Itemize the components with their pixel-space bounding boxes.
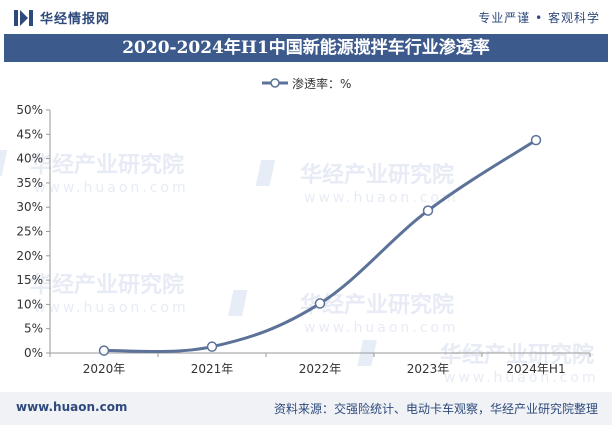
- footer-source: 资料来源：交强险统计、电动卡车观察，华经产业研究院整理: [273, 402, 598, 416]
- y-tick-label: 25%: [16, 225, 43, 239]
- watermark-url: www.huaon.com: [304, 320, 459, 336]
- watermark-text: 华经产业研究院: [300, 292, 454, 318]
- data-point: [422, 205, 434, 216]
- x-tick-label: 2022年: [299, 362, 342, 376]
- y-tick-label: 50%: [16, 103, 43, 117]
- watermark-url: www.huaon.com: [34, 300, 189, 316]
- y-tick-label: 35%: [16, 176, 43, 190]
- watermark-layer: 华经产业研究院 www.huaon.com 华经产业研究院 www.huaon.com…: [0, 150, 599, 386]
- brand-logo-icon: [14, 9, 33, 26]
- data-point: [98, 345, 110, 356]
- y-tick-label: 45%: [16, 127, 43, 141]
- y-tick-label: 10%: [16, 297, 43, 311]
- brand: 华经情报网: [14, 8, 110, 27]
- legend-marker: [270, 78, 280, 88]
- watermark-text: 华经产业研究院: [440, 342, 594, 368]
- watermark-url: www.huaon.com: [34, 180, 189, 196]
- legend-label: 渗透率：%: [292, 76, 351, 91]
- data-point: [206, 341, 218, 352]
- x-tick-label: 2023年: [407, 362, 450, 376]
- watermark-url: www.huaon.com: [444, 370, 599, 386]
- footer: www.huaon.com 资料来源：交强险统计、电动卡车观察，华经产业研究院整…: [0, 392, 612, 425]
- watermark-logo: [255, 160, 276, 186]
- legend: 渗透率：%: [262, 76, 351, 91]
- slogan: 专业严谨 • 客观科学: [478, 11, 600, 25]
- y-tick-label: 40%: [16, 152, 43, 166]
- y-tick-label: 20%: [16, 249, 43, 263]
- footer-url: www.huaon.com: [16, 400, 128, 414]
- top-bar: 华经情报网 专业严谨 • 客观科学: [0, 0, 612, 34]
- x-tick-label: 2021年: [191, 362, 234, 376]
- brand-name: 华经情报网: [40, 12, 111, 27]
- y-tick-label: 15%: [16, 273, 43, 287]
- series-layer: [98, 134, 542, 356]
- watermark-text: 华经产业研究院: [300, 162, 454, 188]
- watermark-logo: [0, 150, 8, 176]
- watermark-url: www.huaon.com: [304, 190, 459, 206]
- y-tick-label: 0%: [24, 346, 43, 360]
- y-tick-label: 5%: [24, 322, 43, 336]
- watermark-text: 华经产业研究院: [30, 152, 184, 178]
- chart-title: 2020-2024年H1中国新能源搅拌车行业渗透率: [122, 38, 490, 58]
- x-tick-label: 2020年: [83, 362, 126, 376]
- chart: 华经产业研究院 www.huaon.com 华经产业研究院 www.huaon.com…: [0, 76, 599, 386]
- watermark-logo: [228, 290, 248, 316]
- data-point: [530, 134, 542, 146]
- title-bar: 2020-2024年H1中国新能源搅拌车行业渗透率: [4, 34, 608, 62]
- x-tick-label: 2024年H1: [506, 362, 565, 376]
- y-tick-label: 30%: [16, 200, 43, 214]
- axes: 0% 5% 10% 15% 20% 25% 30% 35% 40% 45% 50% 2020年 2021…: [16, 103, 591, 376]
- data-point: [314, 298, 326, 309]
- watermark-text: 华经产业研究院: [30, 272, 184, 298]
